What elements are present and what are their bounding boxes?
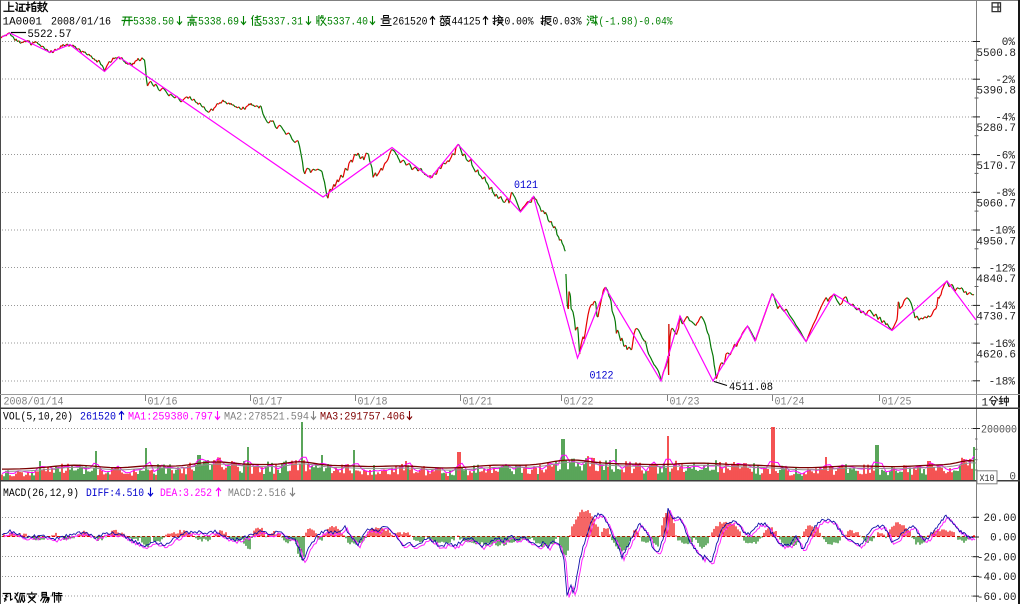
svg-text:5060.7: 5060.7 (976, 199, 1016, 211)
svg-text:4620.6: 4620.6 (976, 349, 1016, 361)
svg-text:5337.40: 5337.40 (327, 17, 368, 29)
svg-text:01/25: 01/25 (882, 397, 912, 409)
svg-text:MA1:259380.797: MA1:259380.797 (128, 412, 213, 424)
svg-text:X10: X10 (980, 473, 995, 485)
svg-text:4950.7: 4950.7 (976, 236, 1016, 248)
svg-text:200000: 200000 (981, 425, 1017, 437)
svg-text:0: 0 (1009, 472, 1016, 484)
svg-text:-16%: -16% (989, 339, 1016, 351)
svg-text:2008/01/14: 2008/01/14 (4, 397, 64, 409)
svg-text:-18%: -18% (989, 377, 1016, 389)
svg-text:01/24: 01/24 (775, 397, 805, 409)
svg-text:01/22: 01/22 (564, 397, 594, 409)
svg-text:-12%: -12% (989, 263, 1016, 275)
svg-text:01/16: 01/16 (148, 397, 178, 409)
svg-text:01/18: 01/18 (358, 397, 388, 409)
svg-text:MA3:291757.406: MA3:291757.406 (320, 412, 405, 424)
svg-text:5522.57: 5522.57 (28, 29, 72, 41)
svg-text:5170.7: 5170.7 (976, 161, 1016, 173)
svg-text:2008/01/16: 2008/01/16 (51, 17, 111, 29)
svg-text:4840.7: 4840.7 (976, 274, 1016, 286)
svg-text:5280.7: 5280.7 (976, 123, 1016, 135)
svg-text:-6%: -6% (995, 150, 1015, 162)
svg-text:4730.7: 4730.7 (976, 312, 1016, 324)
svg-text:-14%: -14% (989, 301, 1016, 313)
svg-text:5500.8: 5500.8 (976, 48, 1016, 60)
svg-text:261520: 261520 (393, 17, 428, 29)
svg-text:01/17: 01/17 (253, 397, 283, 409)
svg-text:5338.50: 5338.50 (133, 17, 174, 29)
svg-text:20.00: 20.00 (983, 513, 1016, 525)
svg-text:01/21: 01/21 (463, 397, 493, 409)
svg-text:4511.08: 4511.08 (729, 382, 773, 394)
svg-text:DIFF:4.510: DIFF:4.510 (86, 488, 144, 500)
svg-text:1A0001: 1A0001 (3, 17, 43, 29)
svg-text:-8%: -8% (995, 188, 1015, 200)
svg-text:44125: 44125 (452, 17, 481, 29)
svg-text:-4%: -4% (995, 113, 1015, 125)
svg-text:-20.00: -20.00 (977, 552, 1017, 564)
svg-text:261520: 261520 (80, 412, 116, 424)
svg-text:01/23: 01/23 (670, 397, 700, 409)
svg-text:0.00: 0.00 (990, 533, 1016, 545)
svg-text:DEA:3.252: DEA:3.252 (160, 488, 212, 500)
svg-text:1: 1 (982, 398, 989, 410)
svg-text:-40.00: -40.00 (977, 572, 1017, 584)
svg-text:0.00%: 0.00% (505, 17, 534, 29)
svg-text:5338.69: 5338.69 (198, 17, 239, 29)
svg-text:0122: 0122 (590, 371, 614, 383)
svg-text:MA2:278521.594: MA2:278521.594 (224, 412, 309, 424)
svg-text:MACD(26,12,9): MACD(26,12,9) (3, 488, 79, 500)
svg-text:-60.00: -60.00 (977, 592, 1017, 604)
svg-text:0.03%: 0.03% (553, 17, 582, 29)
svg-text:VOL(5,10,20): VOL(5,10,20) (3, 412, 73, 424)
svg-text:0%: 0% (1002, 37, 1016, 49)
svg-text:(-1.98)-0.04%: (-1.98)-0.04% (599, 17, 673, 29)
svg-text:5390.8: 5390.8 (976, 86, 1016, 98)
svg-text:-10%: -10% (989, 226, 1016, 238)
svg-text:0121: 0121 (514, 180, 538, 192)
svg-text:-2%: -2% (995, 75, 1015, 87)
svg-text:5337.31: 5337.31 (262, 17, 303, 29)
svg-text:MACD:2.516: MACD:2.516 (228, 488, 286, 500)
